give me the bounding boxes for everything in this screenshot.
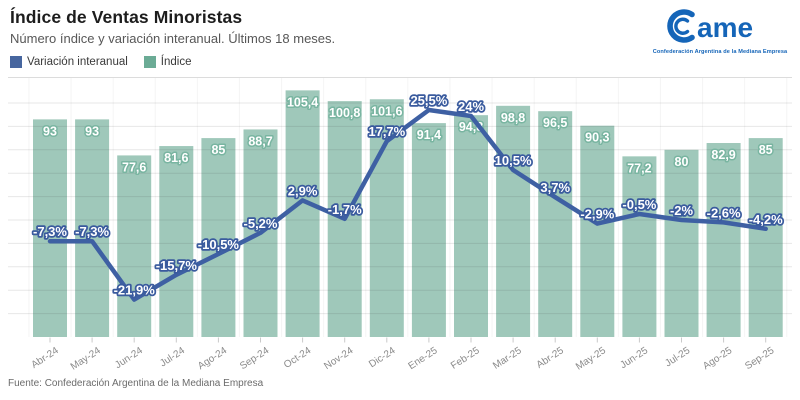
- yoy-point-label: -0,5%: [622, 197, 656, 212]
- page-subtitle: Número índice y variación interanual. Úl…: [10, 31, 336, 46]
- bar-value-label: 88,7: [248, 134, 272, 148]
- yoy-point-label: -7,3%: [33, 224, 67, 239]
- bar-value-label: 100,8: [329, 106, 360, 120]
- bar-value-label: 80: [675, 155, 689, 169]
- bar-value-label: 82,9: [711, 148, 735, 162]
- index-bar: [748, 138, 783, 337]
- bar-value-label: 105,4: [287, 95, 318, 109]
- index-bar: [664, 149, 699, 337]
- index-bar: [496, 105, 531, 337]
- index-bar: [622, 156, 657, 337]
- yoy-point-label: -7,3%: [75, 224, 109, 239]
- yoy-point-label: -15,7%: [156, 258, 198, 273]
- x-axis-label: Feb-25: [449, 345, 482, 372]
- yoy-point-label: -1,7%: [328, 202, 362, 217]
- yoy-point-label: -21,9%: [114, 283, 156, 298]
- x-axis-label: Ago-24: [196, 345, 229, 372]
- x-axis-label: Oct-24: [282, 345, 314, 371]
- x-axis-label: Sep-25: [743, 345, 776, 372]
- bar-value-label: 77,2: [627, 161, 651, 175]
- x-axis-label: Ago-25: [701, 345, 734, 372]
- index-bar: [75, 119, 110, 337]
- chart-legend: Variación interanual Índice: [10, 56, 191, 68]
- bar-value-label: 96,5: [543, 116, 567, 130]
- index-bar: [454, 115, 488, 337]
- x-axis-label: Mar-25: [491, 345, 524, 372]
- yoy-point-label: 17,7%: [368, 124, 405, 139]
- legend-swatch-variacion-icon: [10, 56, 22, 68]
- yoy-point-label: -10,5%: [198, 237, 240, 252]
- yoy-point-label: -2%: [670, 203, 694, 218]
- index-bar: [580, 125, 615, 337]
- index-bar: [201, 138, 236, 337]
- x-axis-label: Jul-24: [158, 345, 187, 369]
- x-axis-label: Sep-24: [238, 345, 271, 372]
- index-bar: [706, 143, 741, 337]
- x-axis-label: Jun-25: [618, 345, 650, 371]
- bar-value-label: 91,4: [417, 128, 441, 142]
- legend-label-indice: Índice: [160, 56, 192, 68]
- x-axis-label: Jul-25: [663, 345, 692, 369]
- yoy-line: [47, 107, 768, 302]
- yoy-point-label: 2,9%: [288, 183, 318, 198]
- index-bar: [117, 155, 152, 337]
- bar-value-label: 85: [211, 143, 225, 157]
- page-title: Índice de Ventas Minoristas: [10, 7, 243, 27]
- x-axis-label: Ene-25: [406, 345, 439, 372]
- index-bar: [33, 119, 67, 337]
- x-axis-label: May-24: [69, 345, 103, 373]
- bar-value-label: 93: [85, 124, 99, 138]
- bar-value-label: 81,6: [164, 151, 188, 165]
- x-axis-label: Abr-25: [535, 345, 567, 371]
- yoy-point-label: 25,5%: [410, 93, 447, 108]
- index-bar: [159, 146, 194, 337]
- x-axis-label: May-25: [574, 345, 608, 373]
- came-logo: ame Confederación Argentina de la Median…: [650, 6, 790, 55]
- legend-label-variacion: Variación interanual: [27, 56, 128, 68]
- x-axis-label: Nov-24: [322, 345, 355, 372]
- index-bar: [285, 90, 320, 337]
- yoy-point-label: 10,5%: [495, 153, 532, 168]
- bar-value-label: 85: [759, 143, 773, 157]
- bar-value-label: 101,6: [371, 104, 402, 118]
- yoy-point-label: -2,6%: [707, 205, 741, 220]
- x-axis-label: Abr-24: [29, 345, 61, 371]
- legend-swatch-indice-icon: [143, 56, 156, 68]
- legend-item-indice: Índice: [143, 56, 192, 68]
- bar-value-label: 77,6: [122, 160, 146, 174]
- bar-value-label: 98,8: [501, 111, 525, 125]
- svg-text:ame: ame: [697, 12, 753, 43]
- legend-item-variacion: Variación interanual: [10, 56, 128, 68]
- yoy-point-label: 3,7%: [540, 180, 570, 195]
- came-logo-caption: Confederación Argentina de la Mediana Em…: [652, 49, 788, 55]
- x-axis-label: Jun-24: [113, 345, 145, 371]
- source-note: Fuente: Confederación Argentina de la Me…: [8, 378, 264, 389]
- bar-value-label: 90,3: [585, 131, 609, 145]
- came-logo-mark-icon: ame: [667, 9, 753, 43]
- index-bar: [411, 123, 446, 338]
- index-bar: [538, 111, 573, 337]
- yoy-point-label: -5,2%: [244, 216, 278, 231]
- x-axis-label: Dic-24: [367, 345, 398, 370]
- yoy-point-label: -2,9%: [580, 207, 614, 222]
- yoy-point-label: -4,2%: [749, 212, 783, 227]
- bar-value-label: 93: [43, 124, 57, 138]
- yoy-point-label: 24%: [458, 99, 484, 114]
